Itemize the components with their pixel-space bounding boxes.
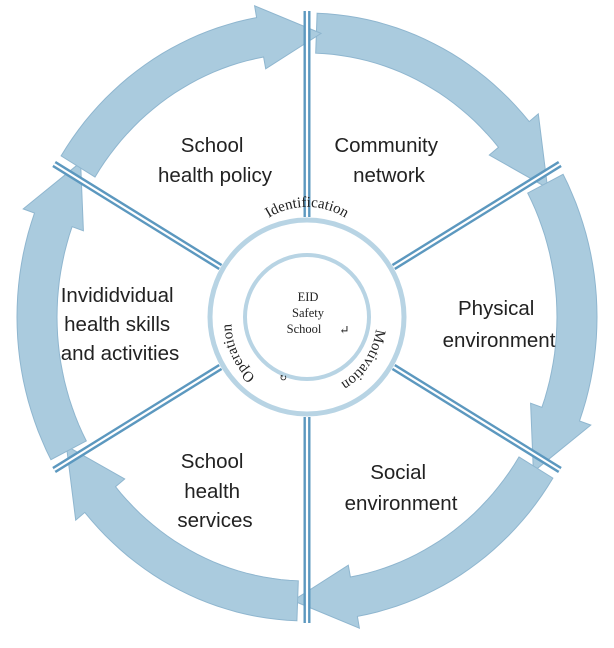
- ring-arrow-4: [65, 444, 299, 622]
- hub-inner-ring: [243, 253, 371, 381]
- segment-individual-health-skills: Invididvidual health skills and activiti…: [61, 284, 180, 365]
- center-line-1: EID: [298, 290, 319, 304]
- ring-arrow-1: [315, 12, 549, 190]
- ring-arrow-3: [291, 456, 554, 630]
- center-line-3: School: [287, 322, 322, 336]
- segment-labels: School health policy Community network P…: [61, 134, 556, 532]
- spoke-2: [391, 161, 562, 270]
- return-mark-icon: ↵: [339, 323, 349, 337]
- refresh-mark-icon: ↻: [279, 373, 287, 384]
- ring-arrow-5: [16, 161, 87, 461]
- spoke-3: [391, 364, 562, 473]
- segment-school-health-policy: School health policy: [158, 134, 273, 187]
- segment-social-environment: Social environment: [345, 461, 458, 515]
- segment-school-health-services: School health services: [177, 450, 252, 532]
- ring-arrow-6: [60, 4, 323, 178]
- ring-arrow-2: [527, 173, 598, 473]
- hub: Identification Motivation Operation EID …: [207, 195, 407, 417]
- spoke-5: [52, 364, 223, 473]
- spokes: [52, 11, 562, 623]
- segment-community-network: Community network: [334, 134, 443, 187]
- spoke-6: [52, 161, 223, 270]
- center-title: EID Safety School ↵ ↻: [279, 290, 350, 384]
- outer-ring-arrows: [16, 4, 598, 630]
- center-line-2: Safety: [292, 306, 325, 320]
- segment-physical-environment: Physical environment: [443, 297, 556, 352]
